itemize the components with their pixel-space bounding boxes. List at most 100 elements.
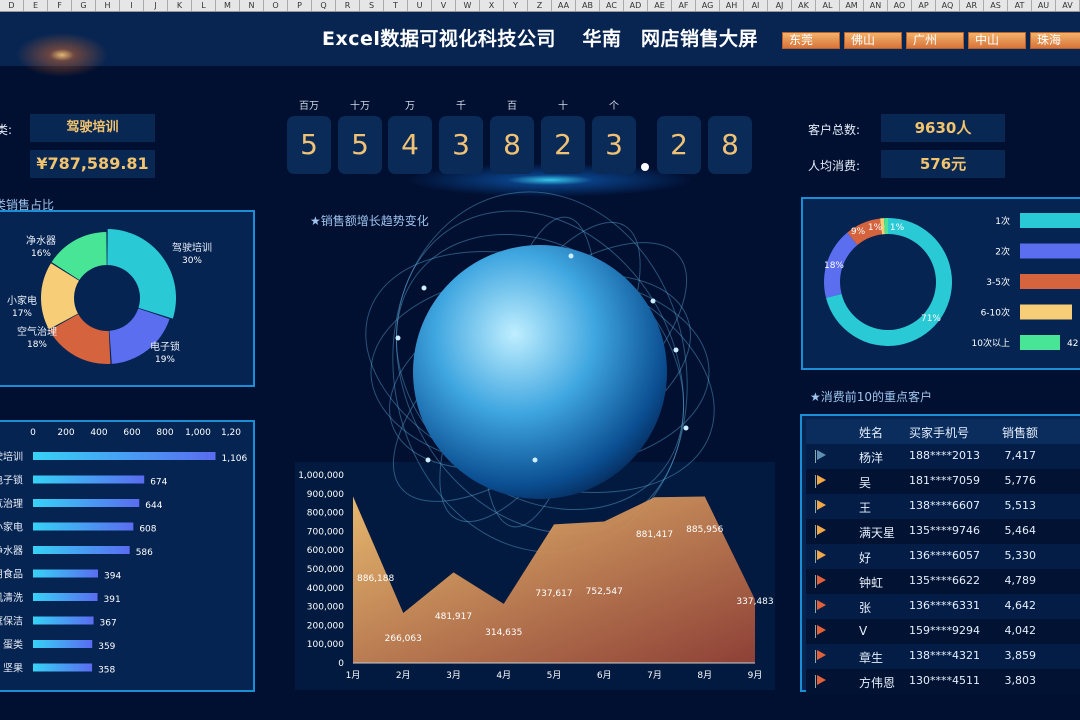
flag-icon (817, 625, 826, 635)
excel-column-header[interactable]: L (192, 0, 216, 11)
excel-column-header[interactable]: AI (744, 0, 768, 11)
flag-pole (815, 625, 816, 638)
excel-column-header[interactable]: AE (648, 0, 672, 11)
trend-title: ★销售额增长趋势变化 (310, 214, 429, 228)
table-row[interactable]: 章生 138****4321 3,859 (806, 644, 1080, 669)
city-button-zhuhai[interactable]: 珠海 (1030, 32, 1080, 49)
excel-column-header[interactable]: N (240, 0, 264, 11)
slice-percent: 1% (890, 223, 905, 233)
excel-column-header[interactable]: AO (888, 0, 912, 11)
city-button-guangzhou[interactable]: 广州 (906, 32, 964, 49)
city-button-dongguan[interactable]: 东莞 (782, 32, 840, 49)
bar (33, 640, 93, 648)
excel-column-header[interactable]: G (72, 0, 96, 11)
table-row[interactable]: 方伟恩 130****4511 3,803 (806, 669, 1080, 694)
excel-column-header[interactable]: V (432, 0, 456, 11)
city-button-foshan[interactable]: 佛山 (844, 32, 902, 49)
excel-column-header[interactable]: D (0, 0, 24, 11)
sales-trend-area-chart: 0 100,000 200,000 300,000 400,000 500,000 600,… (298, 471, 773, 681)
slice-label: 净水器 (26, 234, 56, 247)
customer-name: 钟虹 (859, 576, 884, 590)
excel-column-header[interactable]: F (48, 0, 72, 11)
customer-sales: 4,042 (1004, 624, 1037, 637)
excel-column-header[interactable]: W (456, 0, 480, 11)
flag-icon (817, 575, 826, 585)
data-label: 266,063 (385, 634, 422, 644)
excel-column-header[interactable]: O (264, 0, 288, 11)
excel-column-header[interactable]: AF (672, 0, 696, 11)
excel-column-header[interactable]: AP (912, 0, 936, 11)
excel-column-header[interactable]: E (24, 0, 48, 11)
excel-column-header[interactable]: AU (1032, 0, 1056, 11)
table-row[interactable]: 杨洋 188****2013 7,417 (806, 444, 1080, 469)
table-row[interactable]: 满天星 135****9746 5,464 (806, 519, 1080, 544)
digit-unit-label: 个 (609, 101, 619, 112)
excel-column-header[interactable]: K (168, 0, 192, 11)
flag-pole (815, 675, 816, 688)
excel-column-header[interactable]: M (216, 0, 240, 11)
bar-category-label: 净水器 (0, 544, 23, 557)
flag-icon (817, 525, 826, 535)
legend-bar (1020, 304, 1072, 320)
excel-column-header[interactable]: AL (816, 0, 840, 11)
customer-name: 章生 (859, 651, 884, 665)
x-tick-label: 9月 (748, 670, 763, 681)
excel-column-header[interactable]: Z (528, 0, 552, 11)
y-tick-label: 200,000 (307, 621, 344, 631)
table-row[interactable]: V 159****9294 4,042 (806, 619, 1080, 644)
excel-column-header[interactable]: S (360, 0, 384, 11)
customer-sales: 5,464 (1004, 524, 1037, 537)
orbit-node (421, 285, 427, 291)
excel-column-header[interactable]: AD (624, 0, 648, 11)
legend-bar (1020, 213, 1080, 228)
excel-column-header[interactable]: Y (504, 0, 528, 11)
excel-column-header[interactable]: AA (552, 0, 576, 11)
customer-phone: 136****6057 (909, 549, 980, 562)
city-button-zhongshan[interactable]: 中山 (968, 32, 1026, 49)
excel-column-header[interactable]: H (96, 0, 120, 11)
excel-column-header[interactable]: AJ (768, 0, 792, 11)
table-row[interactable]: 张 136****6331 4,642 (806, 594, 1080, 619)
excel-column-header[interactable]: AS (984, 0, 1008, 11)
excel-column-header[interactable]: AG (696, 0, 720, 11)
excel-column-header[interactable]: AQ (936, 0, 960, 11)
excel-column-header[interactable]: AK (792, 0, 816, 11)
page-title: Excel数据可视化科技公司 华南 网店销售大屏 (321, 28, 758, 50)
excel-column-header[interactable]: AR (960, 0, 984, 11)
digit-box: 8 (490, 116, 534, 174)
slice-percent: 16% (31, 249, 51, 259)
excel-column-header[interactable]: U (408, 0, 432, 11)
excel-column-header[interactable]: J (144, 0, 168, 11)
slice-label: 电子锁 (150, 340, 180, 353)
excel-column-header[interactable]: AM (840, 0, 864, 11)
bar (33, 616, 94, 625)
table-row[interactable]: 王 138****6607 5,513 (806, 494, 1080, 519)
bar (33, 522, 134, 531)
excel-column-header[interactable]: AH (720, 0, 744, 11)
excel-column-header[interactable]: Q (312, 0, 336, 11)
excel-column-header[interactable]: P (288, 0, 312, 11)
excel-column-header[interactable]: AN (864, 0, 888, 11)
excel-column-header[interactable]: AC (600, 0, 624, 11)
table-row[interactable]: 好 136****6057 5,330 (806, 544, 1080, 569)
excel-column-header[interactable]: X (480, 0, 504, 11)
table-header: 姓名 买家手机号 销售额 (806, 419, 1080, 444)
customer-sales: 5,330 (1004, 549, 1037, 562)
excel-column-header[interactable]: R (336, 0, 360, 11)
excel-column-header[interactable]: AB (576, 0, 600, 11)
category-value: 驾驶培训 (30, 114, 155, 142)
slice-percent: 71% (921, 314, 941, 324)
x-tick-label: 2月 (396, 670, 411, 681)
x-tick-label: 200 (57, 428, 74, 438)
flag-pole (815, 575, 816, 588)
x-tick-label: 800 (156, 428, 173, 438)
excel-column-header[interactable]: AT (1008, 0, 1032, 11)
table-row[interactable]: 钟虹 135****6622 4,789 (806, 569, 1080, 594)
excel-column-header[interactable]: I (120, 0, 144, 11)
excel-column-header[interactable]: T (384, 0, 408, 11)
x-tick-label: 4月 (496, 670, 511, 681)
y-tick-label: 900,000 (307, 490, 344, 500)
slice-label: 小家电 (7, 294, 37, 307)
table-row[interactable]: 吴 181****7059 5,776 (806, 469, 1080, 494)
